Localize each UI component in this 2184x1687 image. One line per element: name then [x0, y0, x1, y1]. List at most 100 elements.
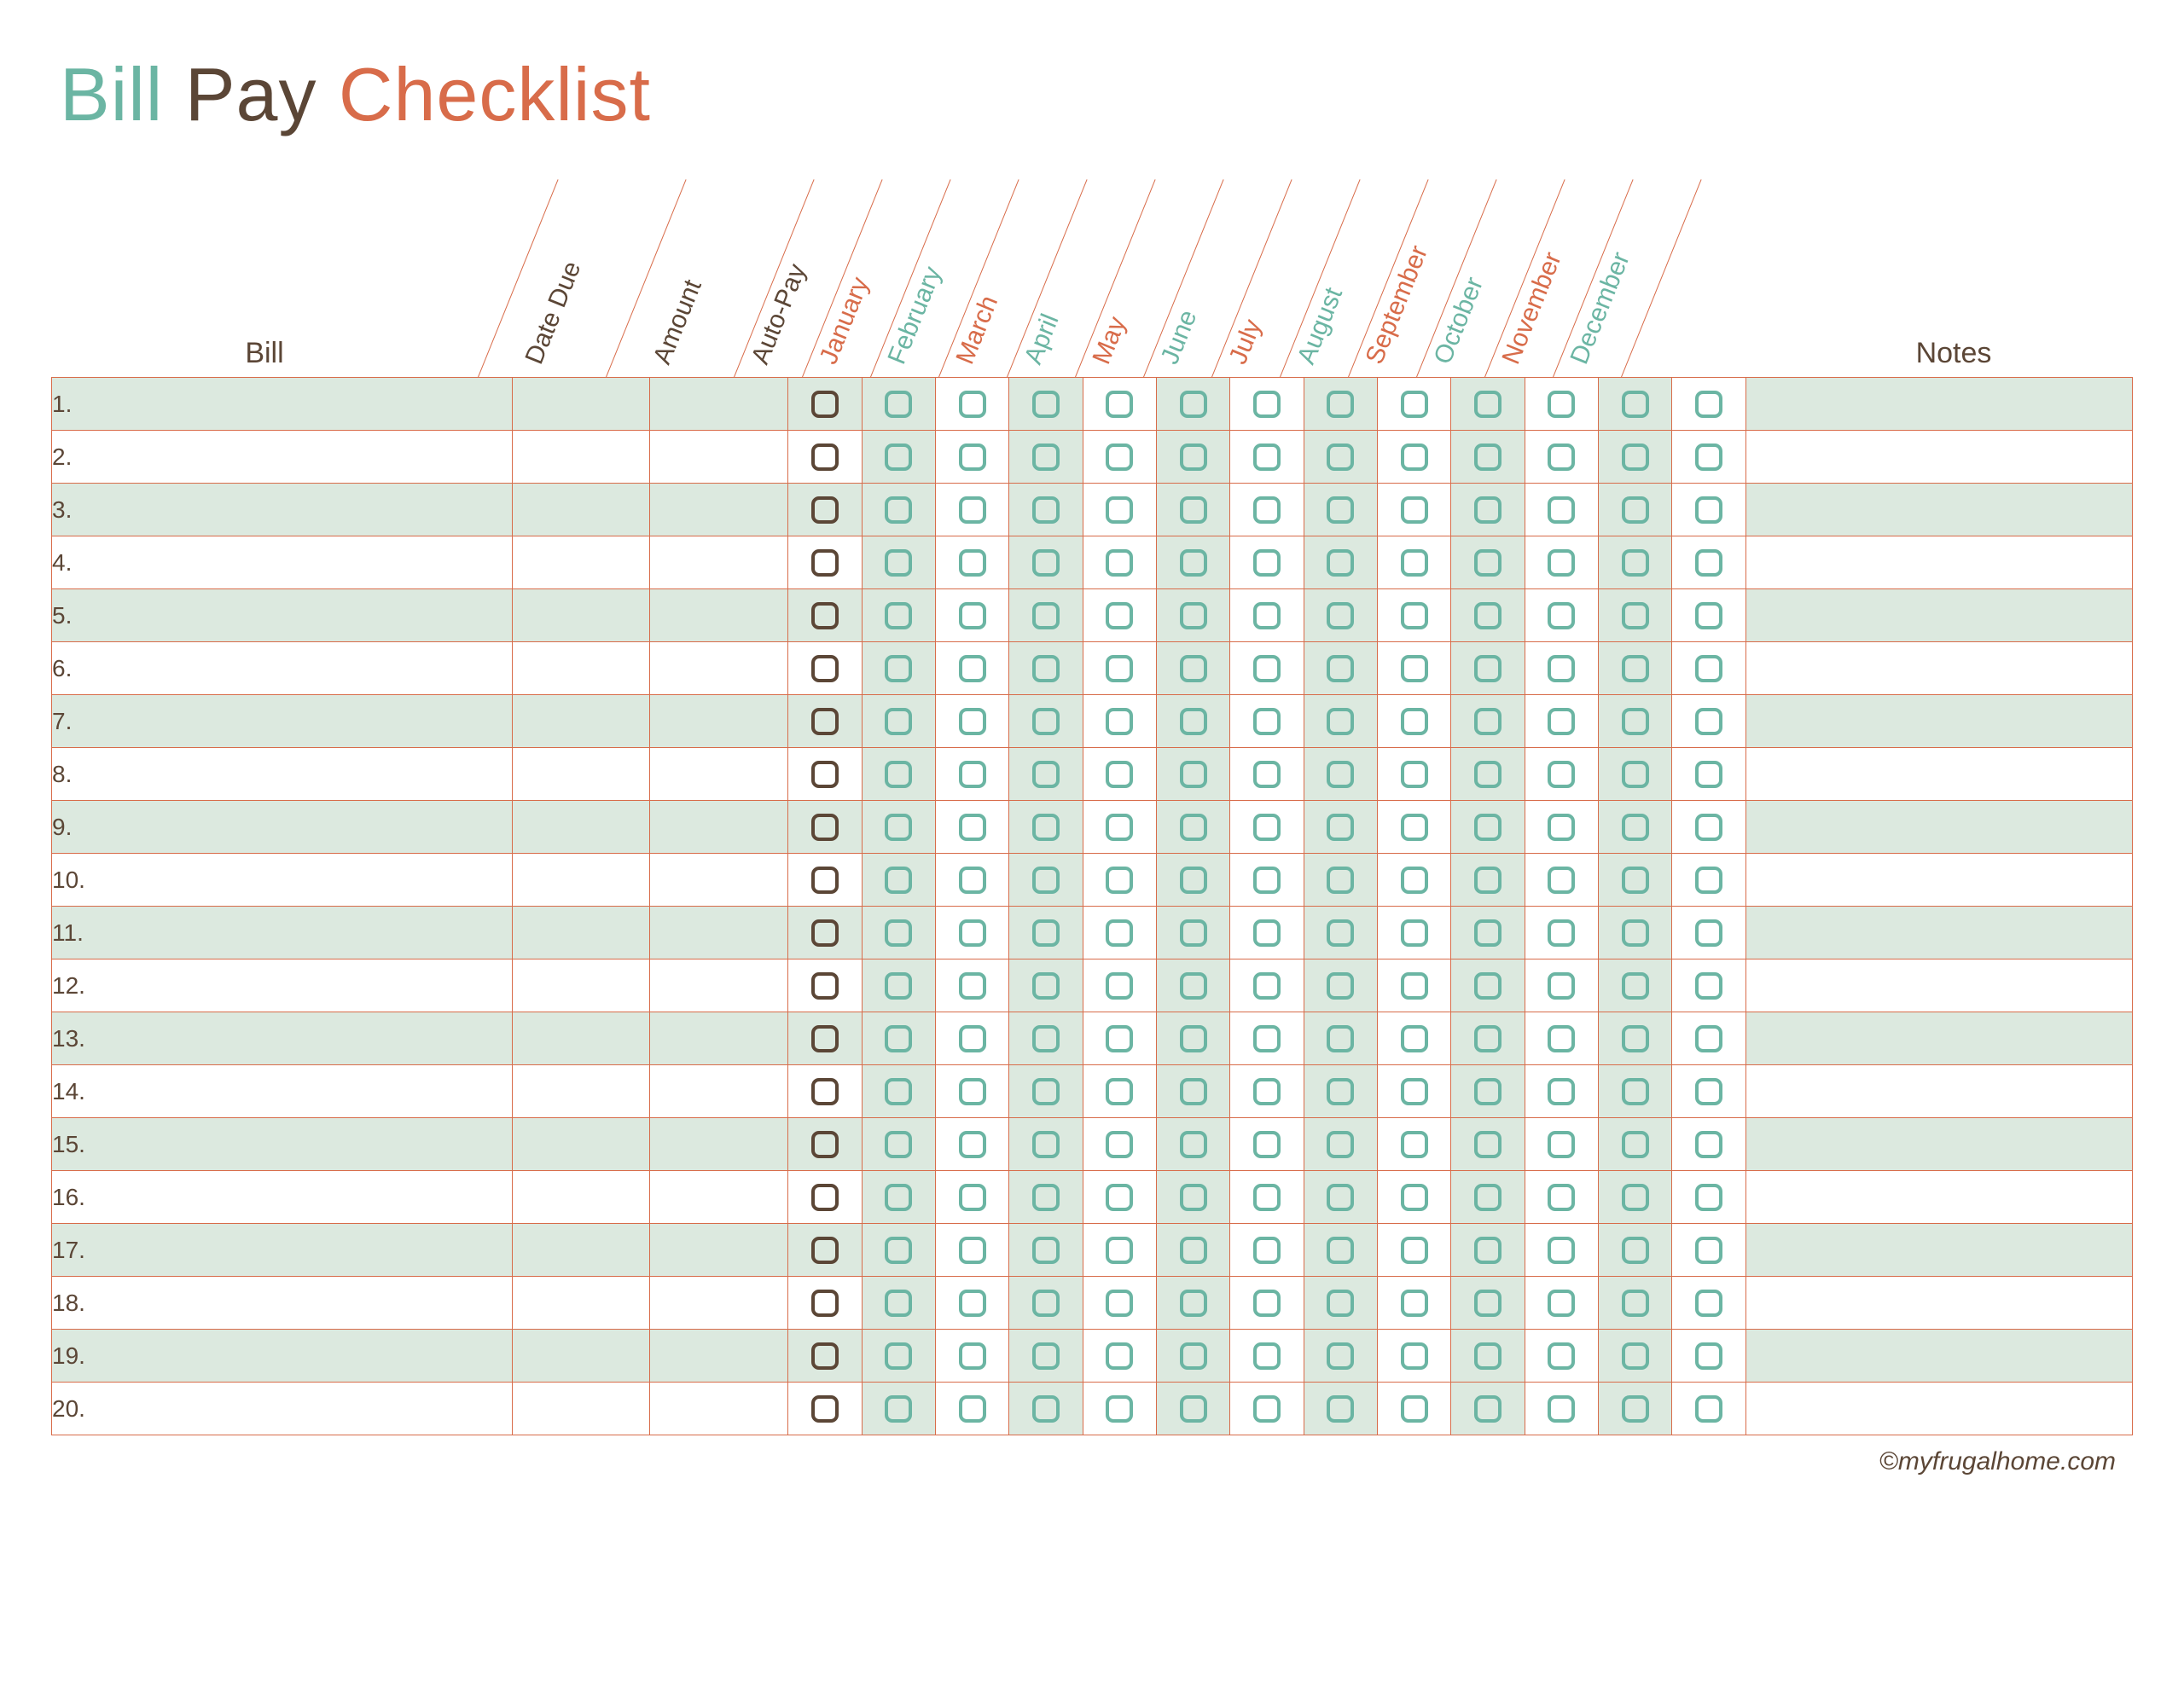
autopay-checkbox[interactable]	[811, 1290, 839, 1317]
month-cell-may[interactable]	[1156, 431, 1229, 484]
bill-cell[interactable]: 3.	[52, 484, 513, 536]
date-due-cell[interactable]	[512, 1224, 650, 1277]
autopay-cell[interactable]	[788, 642, 862, 695]
notes-cell[interactable]	[1745, 1065, 2132, 1118]
month-cell-march[interactable]	[1009, 854, 1083, 907]
month-checkbox[interactable]	[1032, 1237, 1060, 1264]
month-checkbox[interactable]	[959, 1131, 986, 1158]
notes-cell[interactable]	[1745, 1383, 2132, 1435]
autopay-cell[interactable]	[788, 1224, 862, 1277]
amount-cell[interactable]	[650, 1383, 788, 1435]
month-cell-august[interactable]	[1377, 695, 1450, 748]
month-checkbox[interactable]	[1622, 391, 1649, 418]
month-checkbox[interactable]	[885, 867, 912, 894]
month-checkbox[interactable]	[1180, 761, 1207, 788]
month-cell-february[interactable]	[936, 1383, 1009, 1435]
month-checkbox[interactable]	[1401, 1078, 1428, 1105]
month-checkbox[interactable]	[1695, 919, 1722, 947]
month-checkbox[interactable]	[1695, 549, 1722, 577]
month-cell-may[interactable]	[1156, 1224, 1229, 1277]
autopay-cell[interactable]	[788, 695, 862, 748]
month-checkbox[interactable]	[1253, 602, 1281, 629]
notes-cell[interactable]	[1745, 378, 2132, 431]
date-due-cell[interactable]	[512, 431, 650, 484]
autopay-checkbox[interactable]	[811, 1025, 839, 1052]
autopay-cell[interactable]	[788, 959, 862, 1012]
month-checkbox[interactable]	[1548, 1290, 1575, 1317]
autopay-checkbox[interactable]	[811, 1342, 839, 1370]
month-checkbox[interactable]	[1622, 496, 1649, 524]
month-checkbox[interactable]	[1401, 1131, 1428, 1158]
month-checkbox[interactable]	[1180, 1131, 1207, 1158]
month-cell-december[interactable]	[1672, 1383, 1745, 1435]
month-checkbox[interactable]	[959, 1237, 986, 1264]
autopay-checkbox[interactable]	[811, 761, 839, 788]
month-cell-january[interactable]	[862, 695, 935, 748]
month-cell-february[interactable]	[936, 854, 1009, 907]
autopay-checkbox[interactable]	[811, 814, 839, 841]
month-cell-june[interactable]	[1230, 959, 1304, 1012]
month-cell-december[interactable]	[1672, 1330, 1745, 1383]
bill-cell[interactable]: 17.	[52, 1224, 513, 1277]
month-cell-december[interactable]	[1672, 642, 1745, 695]
month-checkbox[interactable]	[1548, 1131, 1575, 1158]
month-cell-december[interactable]	[1672, 1012, 1745, 1065]
month-checkbox[interactable]	[1474, 549, 1502, 577]
month-cell-april[interactable]	[1083, 959, 1156, 1012]
month-cell-september[interactable]	[1451, 1012, 1525, 1065]
month-cell-april[interactable]	[1083, 695, 1156, 748]
bill-cell[interactable]: 19.	[52, 1330, 513, 1383]
month-cell-may[interactable]	[1156, 484, 1229, 536]
month-checkbox[interactable]	[1474, 1290, 1502, 1317]
month-checkbox[interactable]	[1253, 1025, 1281, 1052]
month-checkbox[interactable]	[1327, 1078, 1354, 1105]
month-checkbox[interactable]	[1180, 655, 1207, 682]
month-cell-november[interactable]	[1598, 1383, 1671, 1435]
month-cell-june[interactable]	[1230, 907, 1304, 959]
month-cell-january[interactable]	[862, 378, 935, 431]
month-cell-february[interactable]	[936, 907, 1009, 959]
date-due-cell[interactable]	[512, 1118, 650, 1171]
month-cell-april[interactable]	[1083, 1383, 1156, 1435]
month-checkbox[interactable]	[1622, 1290, 1649, 1317]
month-cell-july[interactable]	[1304, 695, 1377, 748]
month-checkbox[interactable]	[1327, 867, 1354, 894]
bill-cell[interactable]: 6.	[52, 642, 513, 695]
month-cell-october[interactable]	[1525, 695, 1598, 748]
month-checkbox[interactable]	[1032, 602, 1060, 629]
month-checkbox[interactable]	[1327, 391, 1354, 418]
month-cell-may[interactable]	[1156, 536, 1229, 589]
amount-cell[interactable]	[650, 959, 788, 1012]
month-cell-may[interactable]	[1156, 1330, 1229, 1383]
month-checkbox[interactable]	[1032, 443, 1060, 471]
month-cell-september[interactable]	[1451, 484, 1525, 536]
month-cell-march[interactable]	[1009, 1171, 1083, 1224]
month-cell-october[interactable]	[1525, 536, 1598, 589]
month-checkbox[interactable]	[1106, 602, 1133, 629]
month-cell-october[interactable]	[1525, 589, 1598, 642]
notes-cell[interactable]	[1745, 1171, 2132, 1224]
month-cell-october[interactable]	[1525, 907, 1598, 959]
month-checkbox[interactable]	[1106, 391, 1133, 418]
month-checkbox[interactable]	[1327, 1290, 1354, 1317]
month-checkbox[interactable]	[959, 814, 986, 841]
month-checkbox[interactable]	[1180, 919, 1207, 947]
month-cell-march[interactable]	[1009, 642, 1083, 695]
month-checkbox[interactable]	[1474, 972, 1502, 1000]
month-cell-january[interactable]	[862, 431, 935, 484]
month-checkbox[interactable]	[1032, 1290, 1060, 1317]
month-checkbox[interactable]	[1695, 496, 1722, 524]
month-checkbox[interactable]	[1253, 549, 1281, 577]
autopay-checkbox[interactable]	[811, 549, 839, 577]
month-cell-august[interactable]	[1377, 431, 1450, 484]
month-cell-june[interactable]	[1230, 589, 1304, 642]
month-cell-november[interactable]	[1598, 959, 1671, 1012]
month-cell-may[interactable]	[1156, 801, 1229, 854]
amount-cell[interactable]	[650, 378, 788, 431]
month-cell-march[interactable]	[1009, 589, 1083, 642]
month-checkbox[interactable]	[885, 1342, 912, 1370]
month-checkbox[interactable]	[1401, 655, 1428, 682]
month-cell-october[interactable]	[1525, 642, 1598, 695]
month-checkbox[interactable]	[885, 443, 912, 471]
month-cell-january[interactable]	[862, 1330, 935, 1383]
